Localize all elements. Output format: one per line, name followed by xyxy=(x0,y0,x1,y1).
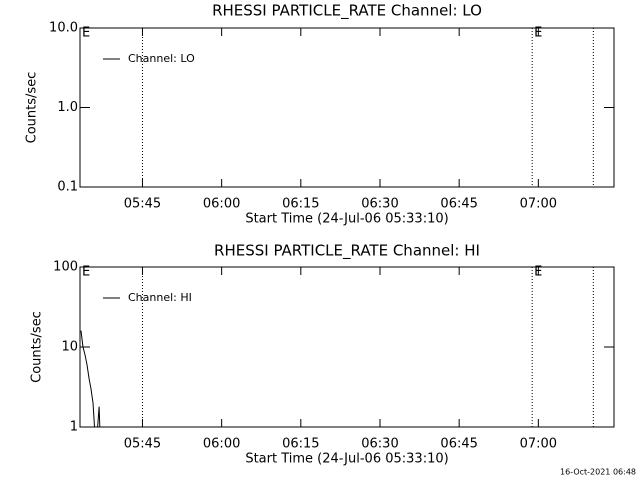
y-tick-label: 10.0 xyxy=(49,21,78,36)
chart-title: RHESSI PARTICLE_RATE Channel: HI xyxy=(214,242,480,261)
y-tick-label: 1 xyxy=(70,420,78,435)
annotation: E xyxy=(534,265,542,280)
x-tick-label: 06:45 xyxy=(440,437,477,452)
x-tick-label: 06:45 xyxy=(440,197,477,212)
x-tick-label: 06:00 xyxy=(203,197,240,212)
x-tick-label: 07:00 xyxy=(520,197,557,212)
x-tick-label: 07:00 xyxy=(520,437,557,452)
x-tick-label: 06:30 xyxy=(361,197,398,212)
x-tick-label: 05:45 xyxy=(124,197,161,212)
x-axis-label: Start Time (24-Jul-06 05:33:10) xyxy=(245,212,448,227)
annotation: E xyxy=(82,265,90,280)
legend-label: Channel: LO xyxy=(128,52,195,65)
y-tick-label: 0.1 xyxy=(57,180,78,195)
annotation: E xyxy=(534,26,542,41)
x-tick-label: 06:15 xyxy=(282,437,319,452)
y-tick-label: 1.0 xyxy=(57,100,78,115)
y-tick-label: 10 xyxy=(61,340,78,355)
y-axis-label: Counts/sec xyxy=(30,311,45,383)
x-tick-label: 06:00 xyxy=(203,437,240,452)
x-tick-label: 05:45 xyxy=(124,437,161,452)
series-line xyxy=(80,330,101,427)
chart-title: RHESSI PARTICLE_RATE Channel: LO xyxy=(212,2,482,21)
legend-label: Channel: HI xyxy=(128,291,192,304)
y-tick-label: 100 xyxy=(53,260,78,275)
footer: 16-Oct-2021 06:48 xyxy=(560,468,636,477)
annotation: E xyxy=(82,26,90,41)
y-axis-label: Counts/sec xyxy=(25,72,40,144)
x-tick-label: 06:30 xyxy=(361,437,398,452)
x-tick-label: 06:15 xyxy=(282,197,319,212)
x-axis-label: Start Time (24-Jul-06 05:33:10) xyxy=(245,452,448,467)
